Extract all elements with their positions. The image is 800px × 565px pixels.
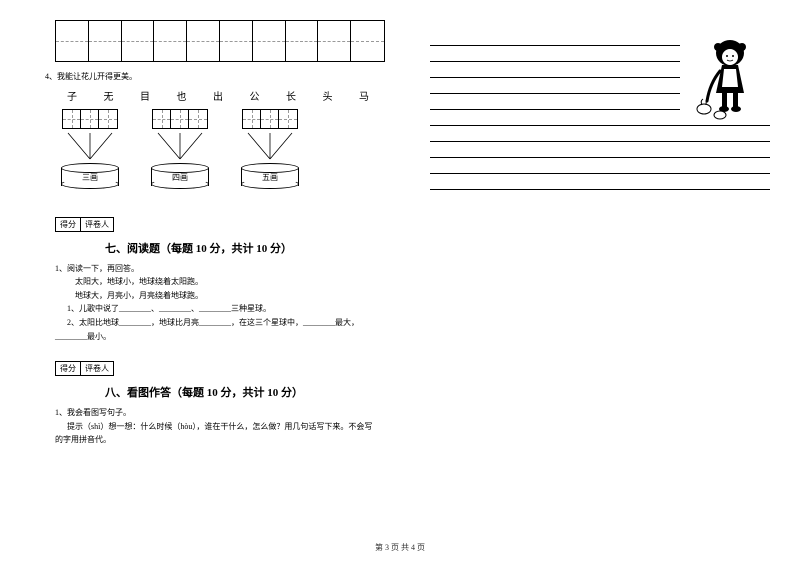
section-8-title: 八、看图作答（每题 10 分，共计 10 分）: [105, 384, 400, 400]
s8-line3: 的字用拼音代。: [55, 433, 400, 447]
cylinder-1: 三画: [61, 163, 119, 189]
cylinder-label-2: 四画: [151, 172, 209, 183]
q4-prompt: 4、我能让花儿开得更美。: [45, 70, 400, 84]
group-4-strokes: 四画: [150, 109, 210, 189]
section-7-title: 七、阅读题（每题 10 分，共计 10 分）: [105, 240, 400, 256]
s7-line2: 太阳大，地球小，地球绕着太阳跑。: [75, 275, 400, 289]
cylinder-3: 五画: [241, 163, 299, 189]
converge-lines-2: [150, 131, 210, 161]
group-5-strokes: 五画: [240, 109, 300, 189]
small-grid-2: [152, 109, 208, 129]
character-grid-large: [55, 20, 385, 62]
cylinder-2: 四画: [151, 163, 209, 189]
score-label-8: 得分: [56, 362, 81, 375]
s7-line4: 1、儿歌中说了________、________、________三种星球。: [67, 302, 400, 316]
right-column: [410, 0, 800, 565]
s8-line1: 1、我会看图写句子。: [55, 406, 400, 420]
converge-lines-3: [240, 131, 300, 161]
girl-illustration: [692, 35, 770, 125]
grader-label-8: 评卷人: [81, 362, 113, 375]
small-grid-3: [242, 109, 298, 129]
group-3-strokes: 三画: [60, 109, 120, 189]
stroke-classification: 三画 四画 五画: [60, 109, 400, 189]
s7-line1: 1、阅读一下，再回答。: [55, 262, 400, 276]
s7-line3: 地球大，月亮小，月亮绕着地球跑。: [75, 289, 400, 303]
small-grid-1: [62, 109, 118, 129]
s7-line5: 2、太阳比地球________，地球比月亮________，在这三个星球中，__…: [67, 316, 400, 330]
page-footer: 第 3 页 共 4 页: [0, 542, 800, 553]
s8-line2: 提示（shì）想一想：什么时候（hòu），谁在干什么，怎么做？用几句话写下来。不…: [67, 420, 400, 434]
s7-line6: ________最小。: [55, 330, 400, 344]
score-label: 得分: [56, 218, 81, 231]
score-box-7: 得分 评卷人: [55, 217, 114, 232]
score-box-8: 得分 评卷人: [55, 361, 114, 376]
writing-lines-top: [430, 30, 680, 110]
left-column: 4、我能让花儿开得更美。 子 无 目 也 出 公 长 头 马 三画: [0, 0, 410, 565]
q4-characters: 子 无 目 也 出 公 长 头 马: [67, 88, 400, 103]
cylinder-label-3: 五画: [241, 172, 299, 183]
cylinder-label-1: 三画: [61, 172, 119, 183]
grader-label: 评卷人: [81, 218, 113, 231]
converge-lines-1: [60, 131, 120, 161]
